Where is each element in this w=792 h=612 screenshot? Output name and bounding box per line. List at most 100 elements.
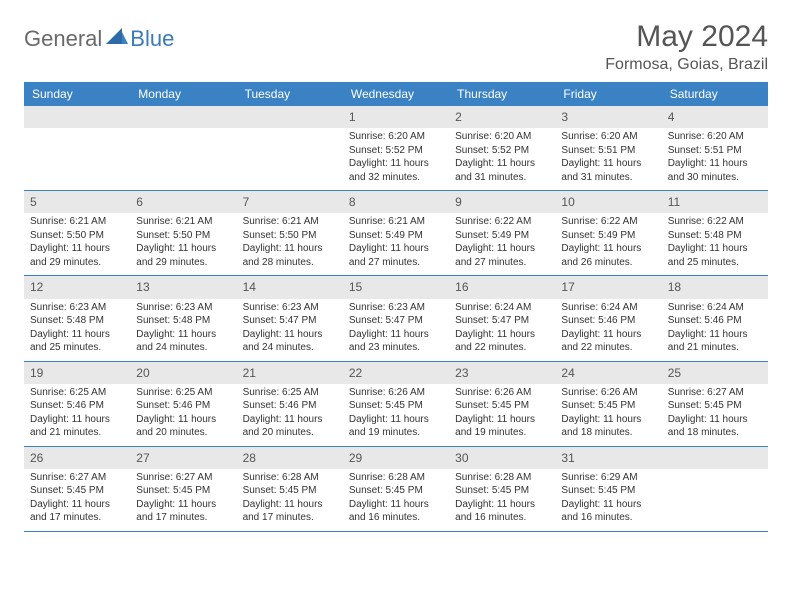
- title-block: May 2024 Formosa, Goias, Brazil: [605, 20, 768, 74]
- weekday-header: Tuesday: [237, 82, 343, 106]
- day-sr: Sunrise: 6:25 AM: [136, 386, 230, 400]
- day-details: Sunrise: 6:20 AMSunset: 5:51 PMDaylight:…: [555, 128, 661, 190]
- calendar-week: 12Sunrise: 6:23 AMSunset: 5:48 PMDayligh…: [24, 276, 768, 361]
- day-number: 16: [449, 276, 555, 298]
- day-d2: and 16 minutes.: [455, 511, 549, 525]
- header: General Blue May 2024 Formosa, Goias, Br…: [24, 20, 768, 74]
- day-d1: Daylight: 11 hours: [243, 413, 337, 427]
- day-sr: Sunrise: 6:27 AM: [668, 386, 762, 400]
- day-details: Sunrise: 6:25 AMSunset: 5:46 PMDaylight:…: [24, 384, 130, 446]
- day-details: Sunrise: 6:23 AMSunset: 5:48 PMDaylight:…: [130, 299, 236, 361]
- day-d2: and 20 minutes.: [136, 426, 230, 440]
- calendar-day: 4Sunrise: 6:20 AMSunset: 5:51 PMDaylight…: [662, 106, 768, 190]
- calendar-day: 14Sunrise: 6:23 AMSunset: 5:47 PMDayligh…: [237, 276, 343, 360]
- day-number: 24: [555, 362, 661, 384]
- day-sr: Sunrise: 6:20 AM: [349, 130, 443, 144]
- day-number: 23: [449, 362, 555, 384]
- day-sr: Sunrise: 6:22 AM: [455, 215, 549, 229]
- day-ss: Sunset: 5:48 PM: [30, 314, 124, 328]
- day-number: 21: [237, 362, 343, 384]
- calendar-day: [662, 447, 768, 531]
- day-details: Sunrise: 6:22 AMSunset: 5:48 PMDaylight:…: [662, 213, 768, 275]
- day-d2: and 21 minutes.: [30, 426, 124, 440]
- day-d2: and 17 minutes.: [243, 511, 337, 525]
- day-d1: Daylight: 11 hours: [349, 242, 443, 256]
- calendar-day: 6Sunrise: 6:21 AMSunset: 5:50 PMDaylight…: [130, 191, 236, 275]
- day-sr: Sunrise: 6:24 AM: [455, 301, 549, 315]
- weekday-header-row: SundayMondayTuesdayWednesdayThursdayFrid…: [24, 82, 768, 106]
- day-sr: Sunrise: 6:25 AM: [243, 386, 337, 400]
- day-number: 22: [343, 362, 449, 384]
- day-number: 17: [555, 276, 661, 298]
- day-number: 12: [24, 276, 130, 298]
- day-number: 10: [555, 191, 661, 213]
- day-number: [130, 106, 236, 128]
- weekday-header: Monday: [130, 82, 236, 106]
- weekday-header: Friday: [555, 82, 661, 106]
- day-d1: Daylight: 11 hours: [455, 413, 549, 427]
- day-sr: Sunrise: 6:20 AM: [561, 130, 655, 144]
- day-d1: Daylight: 11 hours: [455, 157, 549, 171]
- day-number: 9: [449, 191, 555, 213]
- calendar-day: 30Sunrise: 6:28 AMSunset: 5:45 PMDayligh…: [449, 447, 555, 531]
- calendar-day: 27Sunrise: 6:27 AMSunset: 5:45 PMDayligh…: [130, 447, 236, 531]
- day-d2: and 29 minutes.: [30, 256, 124, 270]
- day-ss: Sunset: 5:47 PM: [455, 314, 549, 328]
- calendar-day: 8Sunrise: 6:21 AMSunset: 5:49 PMDaylight…: [343, 191, 449, 275]
- day-number: 30: [449, 447, 555, 469]
- calendar-week: 1Sunrise: 6:20 AMSunset: 5:52 PMDaylight…: [24, 106, 768, 191]
- calendar: SundayMondayTuesdayWednesdayThursdayFrid…: [24, 82, 768, 532]
- day-details: Sunrise: 6:24 AMSunset: 5:46 PMDaylight:…: [555, 299, 661, 361]
- day-sr: Sunrise: 6:20 AM: [668, 130, 762, 144]
- calendar-day: 22Sunrise: 6:26 AMSunset: 5:45 PMDayligh…: [343, 362, 449, 446]
- day-d2: and 18 minutes.: [668, 426, 762, 440]
- day-ss: Sunset: 5:48 PM: [668, 229, 762, 243]
- day-ss: Sunset: 5:48 PM: [136, 314, 230, 328]
- day-number: 18: [662, 276, 768, 298]
- day-number: [662, 447, 768, 469]
- day-d2: and 30 minutes.: [668, 171, 762, 185]
- day-details: Sunrise: 6:23 AMSunset: 5:47 PMDaylight:…: [343, 299, 449, 361]
- day-ss: Sunset: 5:45 PM: [136, 484, 230, 498]
- day-d1: Daylight: 11 hours: [30, 242, 124, 256]
- day-sr: Sunrise: 6:23 AM: [243, 301, 337, 315]
- calendar-day: 21Sunrise: 6:25 AMSunset: 5:46 PMDayligh…: [237, 362, 343, 446]
- day-details: Sunrise: 6:21 AMSunset: 5:49 PMDaylight:…: [343, 213, 449, 275]
- day-d2: and 22 minutes.: [455, 341, 549, 355]
- day-details: Sunrise: 6:27 AMSunset: 5:45 PMDaylight:…: [662, 384, 768, 446]
- day-details: Sunrise: 6:26 AMSunset: 5:45 PMDaylight:…: [555, 384, 661, 446]
- day-d1: Daylight: 11 hours: [561, 242, 655, 256]
- day-ss: Sunset: 5:47 PM: [349, 314, 443, 328]
- day-d1: Daylight: 11 hours: [243, 328, 337, 342]
- day-number: 28: [237, 447, 343, 469]
- day-details: Sunrise: 6:21 AMSunset: 5:50 PMDaylight:…: [237, 213, 343, 275]
- day-number: 29: [343, 447, 449, 469]
- calendar-day: [130, 106, 236, 190]
- calendar-day: 2Sunrise: 6:20 AMSunset: 5:52 PMDaylight…: [449, 106, 555, 190]
- day-number: [24, 106, 130, 128]
- day-d2: and 24 minutes.: [243, 341, 337, 355]
- day-ss: Sunset: 5:46 PM: [30, 399, 124, 413]
- day-d1: Daylight: 11 hours: [136, 242, 230, 256]
- day-d2: and 29 minutes.: [136, 256, 230, 270]
- calendar-day: 24Sunrise: 6:26 AMSunset: 5:45 PMDayligh…: [555, 362, 661, 446]
- day-details: Sunrise: 6:20 AMSunset: 5:51 PMDaylight:…: [662, 128, 768, 190]
- day-d1: Daylight: 11 hours: [30, 328, 124, 342]
- day-sr: Sunrise: 6:21 AM: [243, 215, 337, 229]
- day-d1: Daylight: 11 hours: [561, 498, 655, 512]
- calendar-day: 11Sunrise: 6:22 AMSunset: 5:48 PMDayligh…: [662, 191, 768, 275]
- day-details: Sunrise: 6:26 AMSunset: 5:45 PMDaylight:…: [449, 384, 555, 446]
- day-sr: Sunrise: 6:28 AM: [349, 471, 443, 485]
- day-ss: Sunset: 5:45 PM: [455, 484, 549, 498]
- day-number: [237, 106, 343, 128]
- day-d2: and 19 minutes.: [455, 426, 549, 440]
- day-ss: Sunset: 5:50 PM: [30, 229, 124, 243]
- day-d1: Daylight: 11 hours: [561, 413, 655, 427]
- day-ss: Sunset: 5:49 PM: [349, 229, 443, 243]
- month-title: May 2024: [605, 20, 768, 54]
- calendar-day: 13Sunrise: 6:23 AMSunset: 5:48 PMDayligh…: [130, 276, 236, 360]
- day-details: Sunrise: 6:25 AMSunset: 5:46 PMDaylight:…: [237, 384, 343, 446]
- day-sr: Sunrise: 6:23 AM: [30, 301, 124, 315]
- calendar-day: 9Sunrise: 6:22 AMSunset: 5:49 PMDaylight…: [449, 191, 555, 275]
- weekday-header: Thursday: [449, 82, 555, 106]
